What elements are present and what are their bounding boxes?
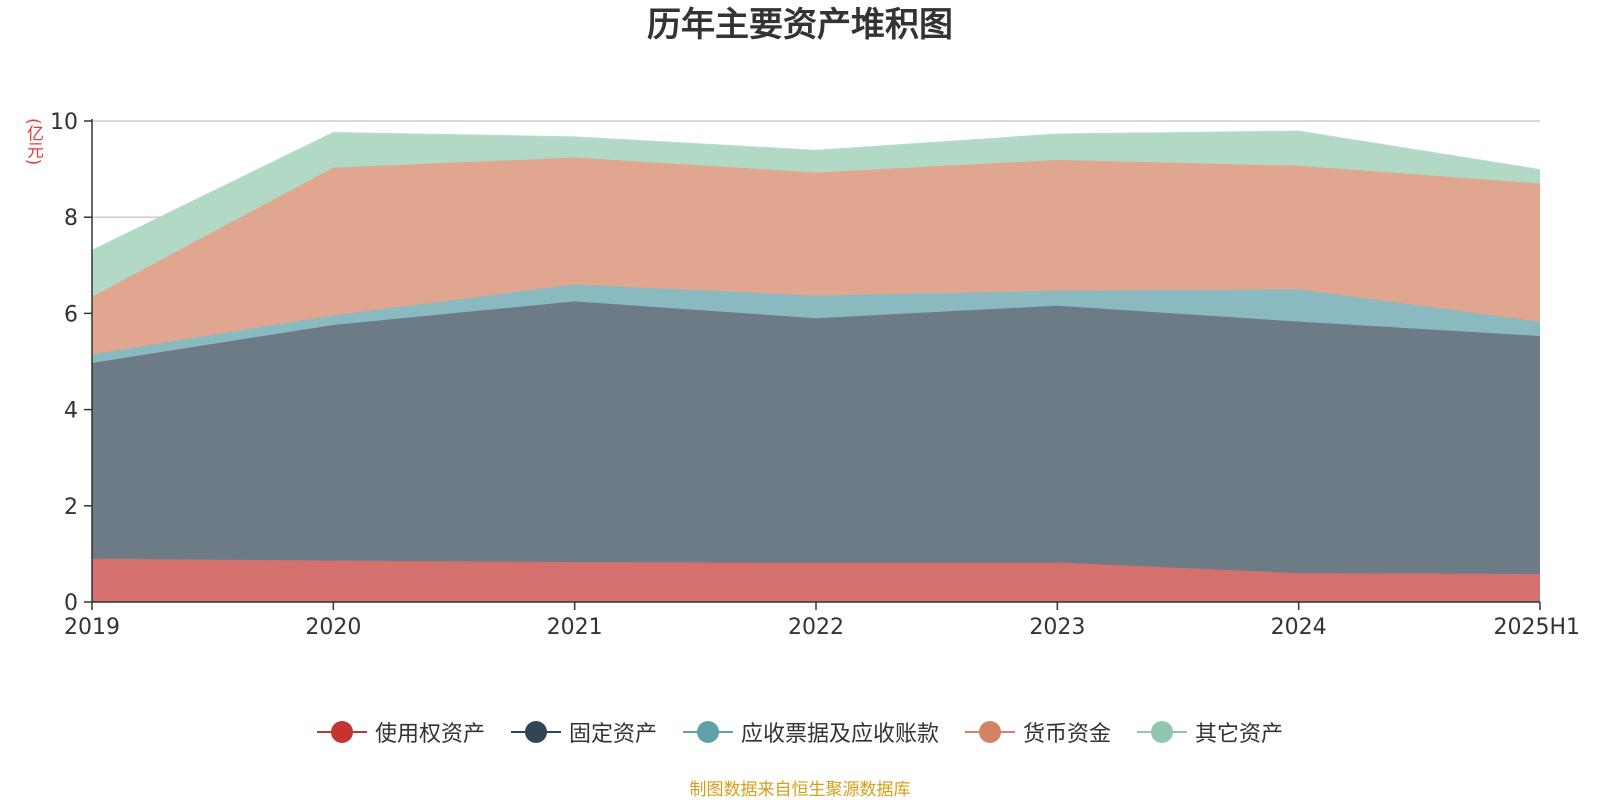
x-tick-label: 2020 <box>305 615 361 640</box>
x-tick-label: 2022 <box>788 615 844 640</box>
area-series <box>91 130 1541 602</box>
legend: 使用权资产 固定资产 应收票据及应收账款 货币资金 其它资产 <box>0 716 1600 748</box>
legend-swatch-icon <box>965 720 1015 744</box>
y-tick-label: 2 <box>64 495 78 520</box>
area-series-4[interactable] <box>92 131 1540 297</box>
y-tick-label: 8 <box>64 206 78 231</box>
y-tick-label: 10 <box>50 110 78 135</box>
legend-item-4[interactable]: 其它资产 <box>1137 716 1283 748</box>
area-series-1[interactable] <box>92 301 1540 575</box>
legend-item-3[interactable]: 货币资金 <box>965 716 1111 748</box>
legend-swatch-icon <box>316 720 367 744</box>
area-series-4-outline <box>91 130 1541 252</box>
y-tick-label: 0 <box>64 591 78 616</box>
legend-item-1[interactable]: 固定资产 <box>510 716 657 748</box>
legend-swatch-icon <box>510 720 561 744</box>
legend-label: 使用权资产 <box>374 722 485 747</box>
legend-label: 其它资产 <box>1195 722 1284 747</box>
y-tick-label: 6 <box>64 302 78 327</box>
legend-item-2[interactable]: 应收票据及应收账款 <box>682 716 939 748</box>
x-tick-label: 2024 <box>1271 615 1327 640</box>
y-axis-unit-label: (亿元) <box>23 118 43 166</box>
legend-label: 应收票据及应收账款 <box>740 722 939 747</box>
area-series-0[interactable] <box>92 558 1540 602</box>
data-source-footer: 制图数据来自恒生聚源数据库 <box>689 780 911 800</box>
area-series-3[interactable] <box>92 157 1540 355</box>
chart-title: 历年主要资产堆积图 <box>647 5 953 45</box>
legend-swatch-icon <box>682 720 733 744</box>
x-tick-label: 2025H1 <box>1493 615 1580 640</box>
legend-label: 货币资金 <box>1023 722 1112 747</box>
area-series-2[interactable] <box>92 284 1540 363</box>
axes: 0 2 4 6 8 10 2019 2020 2021 2022 2023 2024 2025H1 <box>50 110 1580 640</box>
y-tick-label: 4 <box>64 399 78 424</box>
legend-swatch-icon <box>1137 720 1188 744</box>
x-tick-label: 2023 <box>1029 615 1085 640</box>
stacked-area-chart: 0 2 4 6 8 10 2019 2020 2021 2022 2023 2024 2025H1 <box>50 110 1580 640</box>
x-tick-label: 2019 <box>64 615 120 640</box>
x-tick-label: 2021 <box>547 615 603 640</box>
legend-item-0[interactable]: 使用权资产 <box>316 716 485 748</box>
legend-label: 固定资产 <box>568 722 657 747</box>
